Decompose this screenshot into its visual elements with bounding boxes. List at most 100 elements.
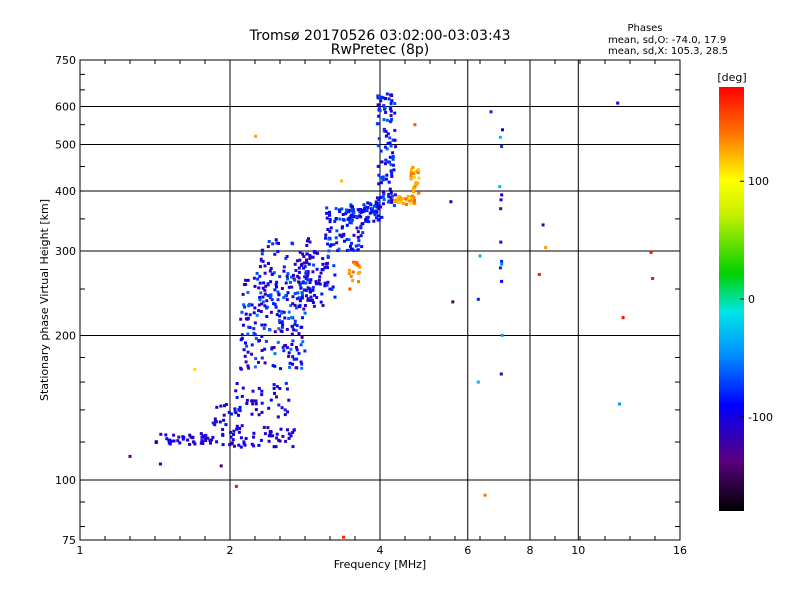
data-point — [241, 292, 245, 296]
data-point — [234, 484, 238, 488]
data-point — [301, 280, 305, 284]
data-point — [172, 439, 176, 443]
y-axis-label: Stationary phase Virtual Height [km] — [38, 199, 51, 401]
data-point — [397, 195, 401, 198]
data-point — [266, 294, 270, 298]
data-point — [291, 325, 295, 329]
data-point — [287, 310, 291, 314]
data-point — [211, 435, 215, 439]
data-point — [393, 138, 397, 142]
data-point — [374, 216, 378, 220]
data-point — [288, 280, 292, 284]
data-point — [259, 310, 263, 313]
data-point — [289, 347, 293, 351]
data-point — [390, 198, 394, 202]
data-point — [376, 96, 380, 100]
data-point — [258, 296, 262, 299]
data-point — [384, 158, 388, 162]
data-point — [356, 271, 360, 275]
data-point — [258, 298, 262, 302]
data-point — [285, 255, 289, 258]
data-point — [347, 210, 351, 214]
data-point — [274, 238, 278, 242]
data-point — [384, 177, 388, 181]
data-point — [285, 294, 288, 297]
data-point — [300, 366, 304, 370]
data-point — [319, 271, 323, 275]
data-point — [318, 282, 322, 286]
data-point — [274, 305, 278, 309]
data-point — [342, 218, 345, 222]
chart-subtitle: RwPretec (8p) — [331, 42, 429, 58]
data-point — [328, 287, 332, 291]
data-point — [284, 439, 288, 443]
data-point — [500, 279, 504, 283]
data-point — [391, 194, 394, 198]
data-point — [254, 357, 258, 361]
data-point — [257, 360, 260, 364]
data-point — [267, 439, 271, 443]
data-point — [282, 349, 286, 353]
data-point — [168, 438, 172, 442]
data-point — [298, 250, 302, 254]
data-point — [288, 365, 292, 369]
data-point — [308, 281, 312, 284]
data-point — [222, 418, 226, 422]
data-point — [417, 168, 420, 172]
data-point — [221, 432, 225, 436]
data-point — [265, 299, 269, 303]
data-points — [128, 92, 655, 539]
data-point — [242, 442, 246, 445]
data-point — [293, 319, 297, 323]
data-point — [328, 220, 332, 224]
data-point — [350, 209, 354, 213]
data-point — [358, 265, 362, 269]
data-point — [383, 145, 387, 149]
data-point — [389, 195, 393, 199]
data-point — [376, 144, 380, 148]
data-point — [343, 239, 346, 243]
data-point — [311, 301, 315, 304]
data-point — [387, 195, 391, 199]
data-point — [290, 332, 294, 336]
data-point — [417, 176, 421, 180]
data-point — [259, 259, 263, 263]
data-point — [389, 191, 393, 195]
data-point — [367, 220, 371, 224]
data-point — [274, 445, 278, 449]
data-point — [293, 322, 297, 326]
data-point — [384, 129, 388, 133]
data-point — [401, 201, 405, 205]
data-point — [295, 348, 299, 352]
data-point — [204, 439, 208, 442]
data-point — [308, 254, 312, 257]
data-point — [301, 316, 304, 320]
data-point — [250, 399, 254, 403]
data-point — [266, 245, 270, 249]
data-point — [176, 439, 180, 443]
data-point — [296, 291, 300, 295]
data-point — [252, 444, 256, 448]
data-point — [273, 391, 276, 395]
data-point — [268, 328, 272, 332]
data-point — [214, 419, 218, 423]
data-point — [328, 213, 332, 217]
data-point — [259, 265, 262, 269]
data-point — [363, 207, 367, 211]
data-point — [499, 198, 503, 202]
data-point — [368, 202, 372, 206]
data-point — [251, 389, 255, 393]
data-point — [389, 144, 393, 148]
data-point — [404, 199, 408, 203]
data-point — [250, 442, 254, 446]
data-point — [381, 190, 385, 194]
data-point — [284, 381, 288, 385]
data-point — [275, 280, 279, 284]
data-point — [269, 280, 273, 284]
data-point — [295, 324, 299, 328]
data-point — [258, 281, 262, 285]
data-point — [250, 303, 254, 307]
data-point — [303, 265, 307, 269]
data-point — [382, 198, 386, 202]
